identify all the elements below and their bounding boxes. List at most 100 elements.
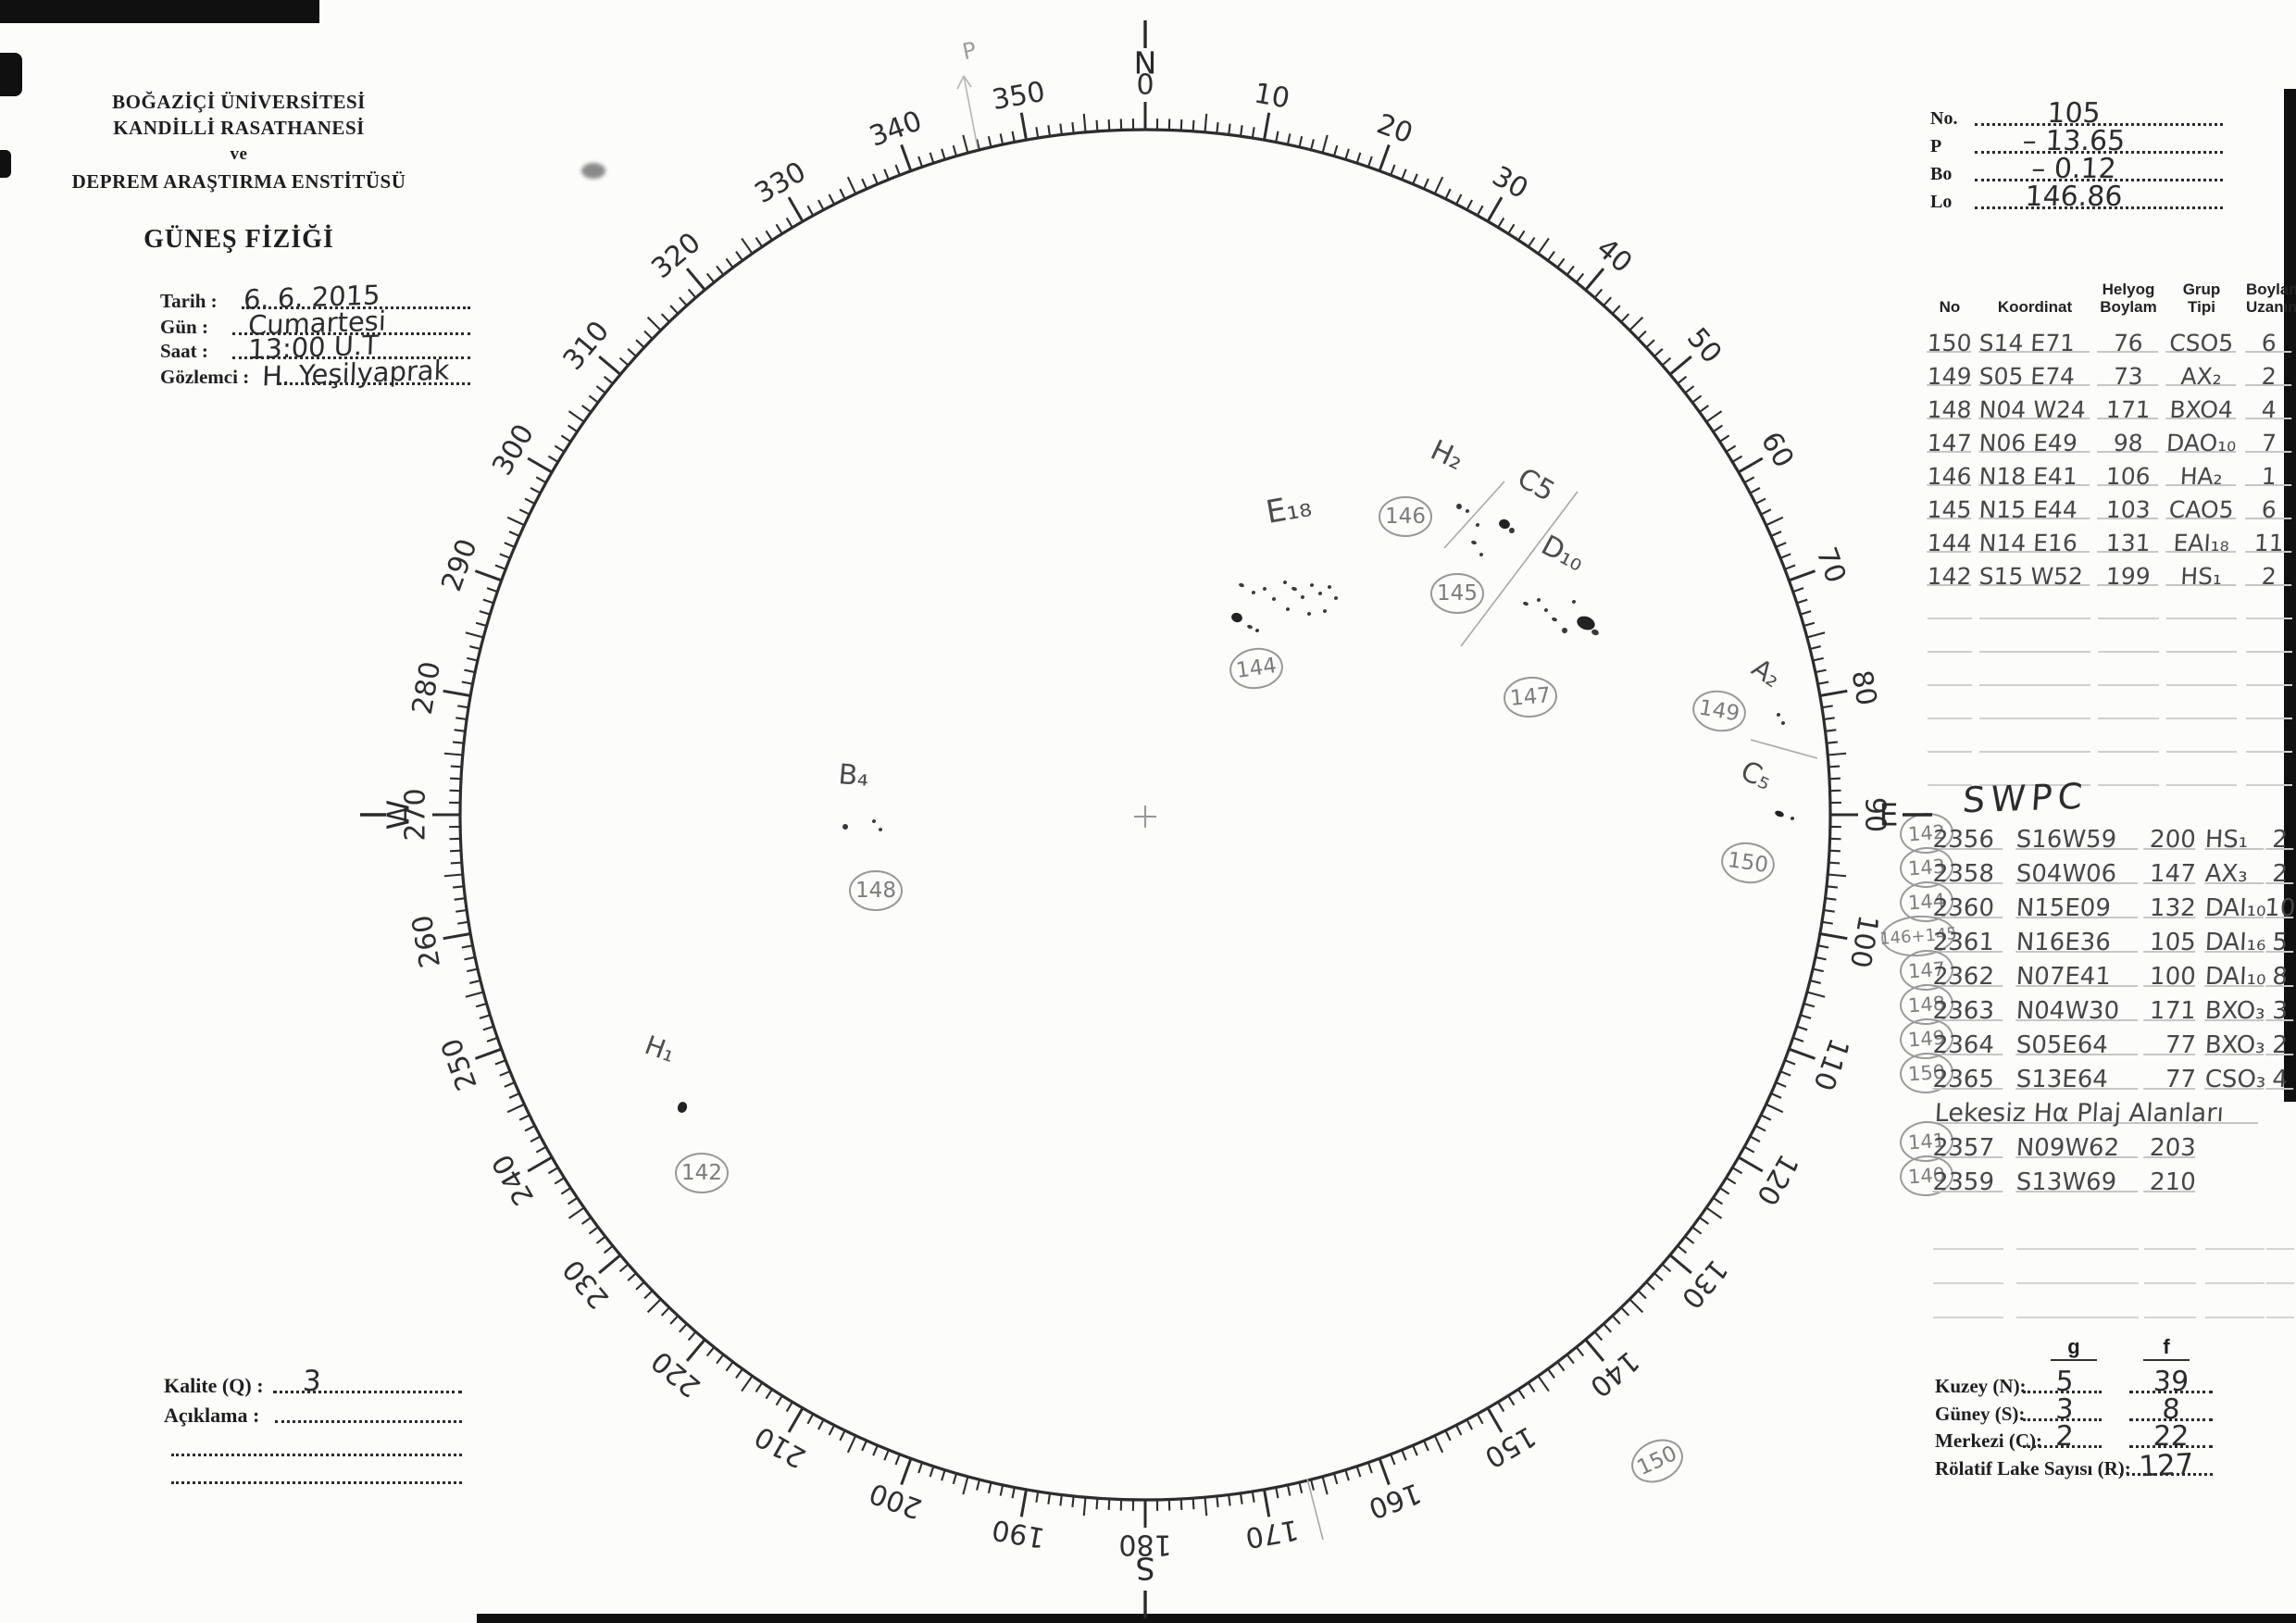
sunspot (1307, 612, 1311, 616)
degree-tick (598, 1254, 622, 1275)
degree-label: 50 (1680, 322, 1728, 370)
swpc-empty-row (1879, 1285, 2294, 1319)
ephemeris-field-label: Lo (1930, 192, 1953, 212)
groups-table-empty-cell (1979, 618, 2090, 619)
pencil-arrow-head (956, 75, 965, 90)
summary-row-label: Merkezi (C): (1935, 1429, 2043, 1452)
degree-tick (1784, 564, 1796, 570)
summary-col-g: g (2051, 1335, 2097, 1361)
degree-tick (567, 1196, 579, 1205)
group-number-circle (1379, 496, 1432, 537)
summary-relative-row: Rölatif Lake Sayısı (R): 127 (1935, 1447, 2287, 1484)
degree-tick (595, 385, 606, 394)
degree-tick (1653, 348, 1664, 357)
institution-line-2: KANDİLLİ RASATHANESİ (113, 117, 365, 139)
degree-tick (839, 188, 846, 200)
scan-artifact-top-bar (0, 0, 319, 23)
degree-tick (527, 1155, 553, 1173)
degree-tick (1071, 1495, 1075, 1507)
degree-tick (679, 1323, 688, 1333)
degree-tick (687, 288, 697, 299)
group-number-circle (1631, 1439, 1683, 1483)
description-row: Açıklama : (164, 1400, 469, 1428)
ephemeris-field-row: Bo – 0.12 (1930, 153, 2236, 187)
degree-tick (1788, 1047, 1816, 1060)
degree-tick (861, 1440, 867, 1452)
degree-tick (1107, 1498, 1111, 1511)
degree-tick (646, 316, 662, 331)
degree-tick (464, 955, 476, 961)
groups-table-empty-cell (2166, 718, 2237, 719)
summary-dotline-g (2023, 1445, 2102, 1448)
degree-tick (560, 1187, 571, 1195)
groups-table-empty-cell (2246, 751, 2292, 753)
swpc-empty-cell (2266, 1282, 2294, 1285)
degree-tick (1817, 944, 1829, 949)
degree-tick (872, 173, 879, 185)
degree-tick (464, 668, 476, 674)
groups-table-empty-cell (1979, 784, 2090, 786)
degree-tick (535, 1145, 547, 1154)
degree-tick (1275, 131, 1279, 143)
summary-dotline-f (2129, 1418, 2213, 1421)
degree-tick (506, 1103, 525, 1114)
degree-tick (1819, 689, 1848, 697)
degree-tick (482, 1025, 494, 1031)
swpc-empty-cell (1933, 1282, 2003, 1285)
observation-field-row: Gün : Cumartesi (160, 305, 470, 342)
degree-tick (1691, 1226, 1703, 1235)
swpc-empty-cell (1933, 1248, 2003, 1251)
degree-tick (1537, 1375, 1550, 1392)
sunspot (1552, 617, 1557, 622)
degree-tick (457, 920, 469, 925)
degree-tick (1731, 455, 1743, 463)
group-number-label: 150 (1634, 1442, 1681, 1480)
degree-tick (962, 1476, 969, 1495)
degree-tick (735, 1368, 743, 1379)
degree-tick (1476, 205, 1484, 217)
degree-tick (506, 516, 525, 527)
sunspot (842, 824, 848, 830)
compass-letter: E (1879, 797, 1899, 833)
degree-tick (1770, 1092, 1782, 1099)
group-number-circle (1430, 573, 1484, 614)
degree-tick (547, 1167, 559, 1175)
degree-tick (1628, 316, 1644, 331)
groups-table-empty-row (1928, 721, 2292, 753)
degree-tick (1743, 476, 1755, 484)
sunspot (1255, 629, 1259, 632)
degree-tick (1204, 113, 1208, 132)
degree-tick (1796, 1025, 1808, 1031)
degree-tick (1310, 1479, 1315, 1491)
degree-tick (1497, 217, 1505, 229)
group-type-label: B₄ (837, 758, 870, 793)
degree-tick (504, 1081, 516, 1088)
swpc-empty-cell (2016, 1282, 2139, 1285)
sunspot (1292, 586, 1297, 592)
degree-tick (828, 1424, 835, 1436)
degree-tick (1433, 1435, 1444, 1454)
sunspot (1562, 628, 1567, 633)
degree-tick (1332, 1473, 1339, 1485)
degree-label: 240 (486, 1148, 541, 1210)
degree-tick (1517, 1389, 1526, 1400)
degree-tick (627, 348, 637, 357)
degree-tick (1828, 873, 1847, 878)
degree-tick (1537, 237, 1550, 255)
degree-tick (1731, 1167, 1743, 1175)
sunspot (1499, 518, 1510, 530)
degree-tick (1705, 1206, 1723, 1219)
groups-table-header-cell: Helyog Boylam (2100, 281, 2157, 316)
degree-tick (806, 205, 815, 217)
degree-tick (618, 356, 630, 367)
degree-tick (1661, 356, 1672, 367)
degree-tick (1712, 424, 1724, 433)
degree-tick (917, 156, 924, 168)
group-number-label: 146 (1385, 505, 1426, 529)
degree-tick (568, 1206, 585, 1219)
degree-label: 230 (557, 1253, 617, 1314)
groups-table-empty-cell (2246, 651, 2292, 653)
group-type-label: H₁ (641, 1030, 680, 1068)
degree-tick (917, 1462, 924, 1474)
